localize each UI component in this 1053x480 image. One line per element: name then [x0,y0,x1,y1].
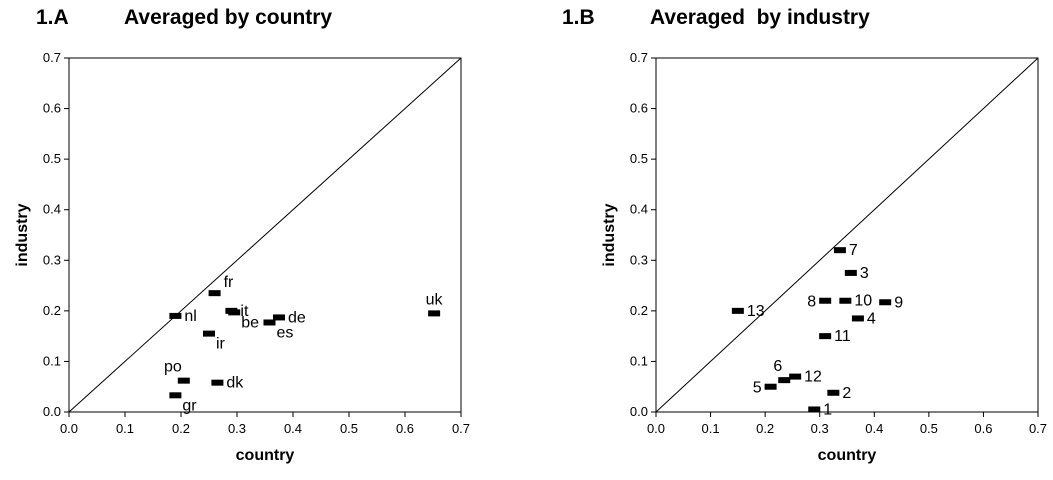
x-tick-label: 0.6 [974,421,992,436]
data-point [839,297,852,304]
point-label: 4 [867,310,876,327]
x-tick-label: 0.0 [60,421,78,436]
x-tick-label: 0.5 [340,421,358,436]
data-point [819,333,832,340]
chart-title: Averaged by country [124,6,333,29]
point-label: be [241,314,259,331]
point-label: 7 [849,242,858,259]
point-label: uk [426,291,444,308]
x-tick-label: 0.7 [1029,421,1047,436]
chart-panel-b: 1.B Averaged by industry 0.0 0.1 0.2 0.3 0.4… [526,0,1053,480]
point-label: 5 [753,380,762,397]
point-label: es [276,324,293,341]
point-label: 8 [807,294,816,311]
x-axis-title: country [818,447,877,464]
data-point [211,379,224,386]
data-point [844,269,857,276]
point-label: 6 [773,358,782,375]
data-point [879,299,892,306]
x-axis-title: country [236,447,295,464]
x-tick-label: 0.7 [452,421,470,436]
x-tick-label: 0.1 [116,421,134,436]
point-label: 3 [860,265,869,282]
y-tick-label: 0.1 [43,353,61,368]
x-tick-label: 0.4 [865,421,883,436]
point-label: 13 [747,303,765,320]
point-label: dk [226,375,244,392]
scatter-plot-b: 0.0 0.1 0.2 0.3 0.4 0.5 0.6 0.7 0.0 0.1 0.2 0.3 0.4 0… [601,50,1047,464]
x-tick-label: 0.5 [920,421,938,436]
y-tick-label: 0.2 [43,303,61,318]
panel-label: 1.B [562,6,595,29]
data-point [819,297,832,304]
data-point [778,377,791,384]
point-label: 12 [804,369,822,386]
point-label: ir [216,336,226,353]
x-tick-label: 0.0 [647,421,665,436]
y-tick-label: 0.2 [630,303,648,318]
x-tick-label: 0.1 [702,421,720,436]
point-label: 2 [842,385,851,402]
y-tick-label: 0.7 [43,50,61,65]
diagonal-line [68,57,462,413]
point-label: 10 [854,293,872,310]
data-point [428,310,441,317]
data-point [169,392,182,399]
x-tick-label: 0.2 [756,421,774,436]
y-axis-title: industry [14,203,31,266]
y-tick-label: 0.4 [43,202,61,217]
point-label: 11 [834,328,851,345]
scatter-plot-a: 0.0 0.1 0.2 0.3 0.4 0.5 0.6 0.7 0.0 0.1 0.2 0.3 0.4 0… [14,50,470,464]
chart-panel-a: 1.A Averaged by country 0.0 0.1 0.2 0.3 0.4 0… [0,0,526,480]
y-tick-label: 0.5 [630,151,648,166]
point-label: 9 [894,294,903,311]
plot-frame [655,57,1039,413]
y-tick-label: 0.3 [43,252,61,267]
point-label: it [240,303,249,320]
data-point [731,307,744,314]
y-tick-label: 0.6 [43,101,61,116]
diagonal-line [655,57,1039,413]
data-point [203,330,215,337]
data-point [273,314,285,321]
y-tick-label: 0.1 [630,353,648,368]
point-label: gr [182,397,197,414]
y-tick-label: 0.0 [43,404,61,419]
point-label: 1 [823,401,832,418]
chart-title: Averaged by industry [650,6,870,29]
point-label: fr [224,274,234,291]
y-tick-label: 0.3 [630,252,648,267]
data-point [177,377,190,384]
x-tick-label: 0.3 [228,421,246,436]
y-tick-label: 0.0 [630,404,648,419]
y-tick-label: 0.4 [630,202,648,217]
x-tick-label: 0.2 [172,421,190,436]
point-label: nl [184,308,196,325]
data-point [263,319,276,326]
point-label: po [164,359,182,376]
point-label: de [288,309,306,326]
y-tick-label: 0.5 [43,151,61,166]
data-point [169,312,182,319]
y-tick-label: 0.7 [630,50,648,65]
y-axis-title: industry [601,203,618,266]
data-point [208,290,221,297]
x-tick-label: 0.3 [811,421,829,436]
data-point [851,315,864,322]
y-tick-label: 0.6 [630,101,648,116]
x-tick-label: 0.6 [396,421,414,436]
data-point [228,309,241,316]
data-point [833,247,846,254]
plot-frame [68,57,462,413]
data-point [764,383,777,390]
data-point [827,389,840,396]
panel-label: 1.A [36,6,69,29]
data-point [808,406,821,413]
data-point [789,373,802,380]
x-tick-label: 0.4 [284,421,302,436]
